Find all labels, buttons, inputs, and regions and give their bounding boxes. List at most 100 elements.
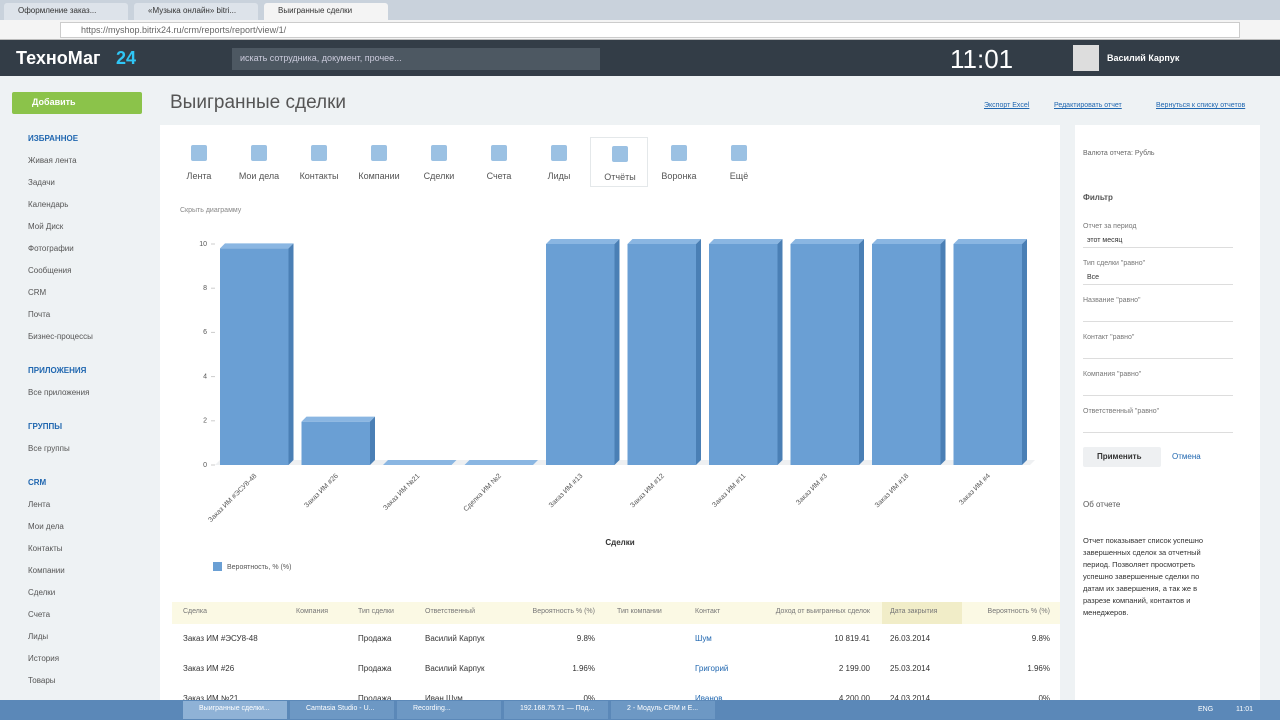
chart-toggle[interactable]: Скрыть диаграмму: [180, 207, 242, 214]
toolbar-label: Ещё: [729, 171, 749, 181]
filter-input[interactable]: [1083, 345, 1233, 359]
bar-side: [370, 416, 375, 465]
taskbar-item[interactable]: 192.168.75.71 — Под...: [504, 701, 608, 719]
filter-input[interactable]: [1083, 419, 1233, 433]
column-header[interactable]: Дата закрытия: [890, 608, 938, 615]
filter-input[interactable]: Все: [1083, 271, 1233, 285]
menu-item[interactable]: CRM: [28, 288, 47, 297]
section-title[interactable]: CRM: [28, 478, 47, 487]
menu-item[interactable]: История: [28, 654, 60, 663]
menu-item[interactable]: Товары: [28, 676, 56, 685]
menu-item[interactable]: Компании: [28, 566, 65, 575]
column-header[interactable]: Вероятность % (%): [532, 608, 595, 615]
toolbar: Лента Мои дела Контакты Компании Сделки Счета…: [170, 137, 790, 187]
add-button[interactable]: Добавить: [12, 92, 142, 114]
filter-input[interactable]: [1083, 308, 1233, 322]
column-header[interactable]: Тип сделки: [358, 608, 394, 615]
taskbar-item[interactable]: Recording...: [397, 701, 501, 719]
bar-side: [1022, 239, 1027, 465]
bar-side: [696, 239, 701, 465]
toolbar-button[interactable]: Лента: [170, 137, 228, 187]
menu-item[interactable]: Мои дела: [28, 522, 64, 531]
toolbar-label: Контакты: [299, 171, 339, 181]
menu-item[interactable]: Лиды: [28, 632, 49, 641]
column-header[interactable]: Тип компании: [617, 608, 662, 615]
section-title[interactable]: ИЗБРАННОЕ: [28, 134, 79, 143]
logo: ТехноМаг: [16, 48, 101, 68]
menu-item[interactable]: Мой Диск: [28, 222, 64, 231]
table-cell: 1.96%: [572, 664, 595, 673]
menu-item[interactable]: Почта: [28, 310, 51, 319]
toolbar-button[interactable]: Счета: [470, 137, 528, 187]
toolbar-button[interactable]: Лиды: [530, 137, 588, 187]
browser-tab[interactable]: Выигранные сделки: [264, 3, 388, 20]
toolbar-button[interactable]: Отчёты: [590, 137, 648, 187]
column-header[interactable]: Сделка: [183, 608, 207, 615]
column-header[interactable]: Компания: [296, 608, 329, 615]
filter-input[interactable]: [1083, 382, 1233, 396]
menu-item[interactable]: Календарь: [28, 200, 69, 209]
toolbar-button[interactable]: Ещё: [710, 137, 768, 187]
avatar[interactable]: [1073, 45, 1099, 71]
taskbar-item[interactable]: Выигранные сделки...: [183, 701, 287, 719]
bar: [627, 244, 696, 465]
toolbar-label: Отчёты: [604, 172, 636, 182]
url-field[interactable]: https://myshop.bitrix24.ru/crm/reports/r…: [60, 22, 1240, 38]
browser-tab[interactable]: Оформление заказ...: [4, 3, 128, 20]
menu-item[interactable]: Сделки: [28, 588, 56, 597]
menu-item[interactable]: Живая лента: [28, 156, 77, 165]
column-header[interactable]: Контакт: [695, 608, 721, 615]
user-name[interactable]: Василий Карпук: [1107, 53, 1180, 63]
toolbar-button[interactable]: Компании: [350, 137, 408, 187]
table-cell: Продажа: [358, 634, 392, 643]
clock: 11:01: [950, 44, 1014, 74]
menu-item[interactable]: Фотографии: [28, 244, 74, 253]
taskbar-label: 2 - Модуль CRM и Е...: [627, 705, 699, 712]
menu-item[interactable]: Лента: [28, 500, 51, 509]
menu-item[interactable]: Сообщения: [28, 266, 72, 275]
bar-top: [301, 416, 375, 422]
page-link[interactable]: Экспорт Excel: [984, 102, 1030, 109]
column-header[interactable]: Вероятность % (%): [987, 608, 1050, 615]
column-header[interactable]: Ответственный: [425, 608, 475, 615]
table-cell: Шум: [695, 634, 712, 643]
bar-side: [777, 239, 783, 465]
page-link[interactable]: Вернуться к списку отчетов: [1156, 102, 1246, 109]
section-title[interactable]: ПРИЛОЖЕНИЯ: [28, 366, 87, 375]
filter-input[interactable]: этот месяц: [1083, 234, 1233, 248]
table-cell: Продажа: [358, 694, 392, 703]
table-cell: Заказ ИМ #26: [183, 664, 235, 673]
toolbar-button[interactable]: Сделки: [410, 137, 468, 187]
bar: [546, 244, 615, 465]
taskbar-item[interactable]: Camtasia Studio - U...: [290, 701, 394, 719]
currency: Валюта отчета: Рубль: [1083, 150, 1155, 157]
sorted-header-bg: [882, 602, 962, 624]
toolbar-button[interactable]: Мои дела: [230, 137, 288, 187]
bar: [301, 421, 370, 465]
section-title[interactable]: ГРУППЫ: [28, 422, 63, 431]
menu-item[interactable]: Счета: [28, 610, 51, 619]
menu-item[interactable]: Все группы: [28, 444, 70, 453]
browser-tab[interactable]: «Музыка онлайн» bitri...: [134, 3, 258, 20]
apply-button[interactable]: Применить: [1083, 447, 1161, 467]
menu-item[interactable]: Контакты: [28, 544, 63, 553]
taskbar-label: Recording...: [413, 705, 451, 712]
menu-item[interactable]: Бизнес-процессы: [28, 332, 93, 341]
y-tick-label: 0: [203, 462, 207, 469]
toolbar-label: Мои дела: [238, 171, 280, 181]
column-header[interactable]: Доход от выигранных сделок: [775, 608, 870, 615]
page-link[interactable]: Редактировать отчет: [1054, 102, 1122, 109]
table-cell: Заказ ИМ #ЭСУ8-48: [183, 634, 258, 643]
y-tick-label: 4: [203, 373, 207, 380]
cancel-link[interactable]: Отмена: [1172, 452, 1201, 461]
menu-item[interactable]: Все приложения: [28, 388, 90, 397]
menu-item[interactable]: Задачи: [28, 178, 55, 187]
toolbar-button[interactable]: Контакты: [290, 137, 348, 187]
y-tick-label: 8: [203, 285, 207, 292]
toolbar-icon: [671, 145, 687, 161]
tab-title: «Музыка онлайн» bitri...: [148, 6, 237, 15]
toolbar-icon: [251, 145, 267, 161]
toolbar-button[interactable]: Воронка: [650, 137, 708, 187]
taskbar-item[interactable]: 2 - Модуль CRM и Е...: [611, 701, 715, 719]
search-box[interactable]: искать сотрудника, документ, прочее...: [232, 48, 600, 70]
